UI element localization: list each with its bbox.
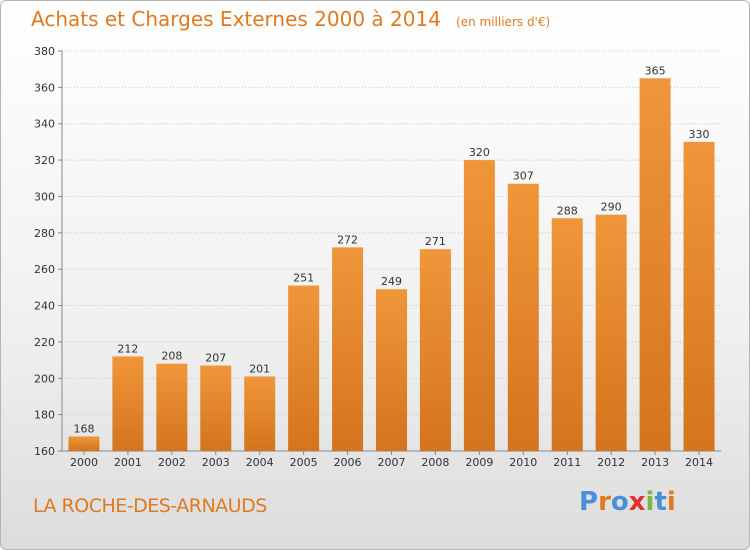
x-tick-label: 2012 [597, 456, 625, 469]
y-tick-label: 360 [34, 81, 55, 94]
bar [507, 183, 539, 451]
chart-unit: (en milliers d'€) [456, 15, 551, 29]
y-tick-label: 380 [34, 45, 55, 58]
logo-letter: i [645, 487, 655, 517]
x-tick-label: 2008 [421, 456, 449, 469]
bar [551, 218, 583, 451]
y-tick-label: 240 [34, 300, 55, 313]
bar [332, 247, 364, 451]
place-name: LA ROCHE-DES-ARNAUDS [33, 495, 267, 517]
data-label: 207 [205, 352, 226, 365]
data-label: 272 [337, 233, 358, 246]
bar [288, 285, 320, 451]
y-tick-label: 340 [34, 118, 55, 131]
data-label: 320 [469, 146, 490, 159]
data-label: 249 [381, 275, 402, 288]
x-tick-label: 2003 [202, 456, 230, 469]
y-tick-label: 180 [34, 409, 55, 422]
logo-letter: x [628, 487, 646, 517]
x-tick-label: 2005 [290, 456, 318, 469]
data-label: 290 [601, 201, 622, 214]
bar [68, 436, 100, 451]
data-label: 365 [645, 64, 666, 77]
x-tick-label: 2010 [509, 456, 537, 469]
y-tick-label: 160 [34, 445, 55, 458]
x-tick-label: 2001 [114, 456, 142, 469]
x-tick-label: 2002 [158, 456, 186, 469]
bar [156, 363, 188, 451]
logo-letter: t [654, 487, 667, 517]
x-tick-label: 2006 [334, 456, 362, 469]
data-label: 271 [425, 235, 446, 248]
data-label: 201 [249, 362, 270, 375]
x-tick-label: 2004 [246, 456, 274, 469]
logo-letter: o [610, 487, 629, 517]
bar [595, 214, 627, 451]
x-tick-label: 2009 [465, 456, 493, 469]
logo-letter: i [666, 487, 676, 517]
bar [244, 376, 276, 451]
chart-title: Achats et Charges Externes 2000 à 2014 (… [31, 7, 550, 31]
y-tick-label: 220 [34, 336, 55, 349]
bar [419, 249, 451, 451]
x-tick-label: 2000 [70, 456, 98, 469]
data-label: 307 [513, 170, 534, 183]
x-tick-label: 2013 [641, 456, 669, 469]
data-label: 208 [161, 350, 182, 363]
logo-letter: r [598, 487, 611, 517]
x-tick-label: 2011 [553, 456, 581, 469]
proxiti-logo: Proxiti [579, 487, 676, 517]
data-label: 212 [117, 342, 138, 355]
data-label: 330 [689, 128, 710, 141]
data-label: 288 [557, 204, 578, 217]
bar [376, 289, 407, 451]
data-label: 251 [293, 272, 314, 285]
y-tick-label: 280 [34, 227, 55, 240]
logo-letter: P [579, 487, 599, 517]
bar [200, 365, 232, 451]
bar [463, 160, 495, 451]
y-tick-label: 200 [34, 372, 55, 385]
bar [683, 141, 715, 451]
bar [639, 78, 671, 451]
data-label: 168 [73, 422, 94, 435]
y-tick-label: 300 [34, 190, 55, 203]
chart-title-text: Achats et Charges Externes 2000 à 2014 [31, 7, 441, 31]
y-tick-label: 320 [34, 154, 55, 167]
y-tick-label: 260 [34, 263, 55, 276]
bar [112, 356, 144, 451]
x-tick-label: 2007 [378, 456, 406, 469]
x-tick-label: 2014 [685, 456, 713, 469]
